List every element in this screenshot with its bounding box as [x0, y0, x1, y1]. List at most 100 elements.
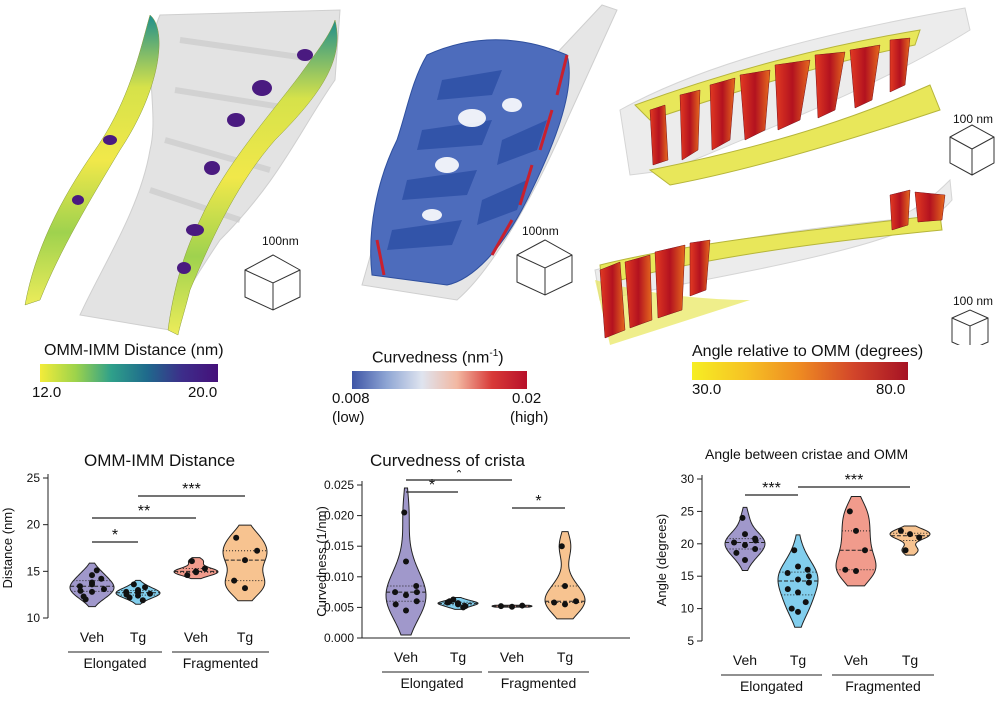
- data-point: [413, 598, 420, 605]
- colorbar-curvedness-label: Curvedness (nm-1): [372, 348, 504, 367]
- y-axis-label: Angle (degrees): [654, 514, 669, 607]
- chart-distance: 10 15 20 25 Distance (nm) Veh Tg Veh Tg Elongated…: [0, 471, 269, 671]
- data-point: [76, 583, 83, 590]
- data-point: [146, 590, 153, 597]
- y-tick-label: 25: [681, 504, 695, 518]
- data-point: [784, 586, 791, 593]
- colorbar-distance: [40, 364, 218, 382]
- cristae-upper: [649, 37, 911, 166]
- data-point: [89, 581, 95, 588]
- y-axis-label: Distance (nm): [0, 508, 15, 589]
- colorbar-distance-label: OMM-IMM Distance (nm): [44, 342, 224, 359]
- data-point: [130, 581, 137, 588]
- colorbar-distance-min: 12.0: [32, 384, 62, 401]
- x-tick-label: Tg: [237, 629, 253, 645]
- chart-3-title: Angle between cristae and OMM: [705, 446, 909, 462]
- data-point: [392, 601, 399, 608]
- y-tick-label: 0.010: [324, 570, 354, 584]
- data-point: [242, 557, 248, 564]
- data-point: [742, 542, 748, 549]
- y-tick-label: 5: [687, 634, 694, 648]
- y-tick-label: 0.005: [324, 600, 354, 614]
- data-point: [89, 588, 95, 595]
- y-tick-label: 0.025: [324, 478, 354, 492]
- data-point: [201, 565, 208, 572]
- data-point: [403, 592, 409, 599]
- colorbar-curvedness-max: 0.02: [512, 390, 542, 407]
- data-point: [188, 558, 195, 565]
- y-tick-label: 0.000: [324, 631, 354, 645]
- group-label: Fragmented: [501, 675, 576, 691]
- significance-label: *: [112, 527, 118, 544]
- data-point: [805, 579, 812, 586]
- data-point: [739, 514, 746, 521]
- data-point: [413, 589, 420, 596]
- data-point: [558, 543, 565, 550]
- data-point: [392, 589, 399, 596]
- data-point: [784, 569, 791, 576]
- data-point: [242, 585, 248, 592]
- x-tick-label: Veh: [500, 649, 524, 665]
- x-tick-label: Veh: [394, 649, 418, 665]
- violin-3: [835, 495, 877, 587]
- data-point: [142, 584, 149, 591]
- colorbar-curvedness-label-sup: -1: [489, 348, 499, 359]
- data-point: [460, 604, 467, 611]
- data-point: [842, 566, 849, 573]
- data-point: [861, 547, 868, 554]
- group-label: Fragmented: [845, 678, 920, 694]
- chart-angle: 5 10 15 20 25 30 Angle (degrees) Veh Tg Veh Tg Elon…: [654, 472, 934, 694]
- data-point: [82, 596, 89, 603]
- colorbar-curvedness-label-end: ): [498, 349, 504, 367]
- data-point: [853, 527, 859, 534]
- y-tick-label: 15: [681, 569, 695, 583]
- x-tick-label: Veh: [80, 629, 104, 645]
- y-tick-label: 15: [27, 564, 41, 578]
- colorbar-angle-max: 80.0: [876, 381, 906, 398]
- data-point: [562, 582, 568, 589]
- y-tick-label: 20: [27, 518, 41, 532]
- x-tick-label: Tg: [902, 652, 918, 668]
- significance-label: ***: [762, 480, 781, 497]
- colorbar-curvedness-max-note: (high): [510, 409, 549, 426]
- x-tick-label: Tg: [450, 649, 466, 665]
- y-tick-label: 10: [681, 602, 695, 616]
- data-point: [731, 539, 738, 546]
- colorbar-curvedness-min-note: (low): [332, 409, 365, 426]
- scale-label-c2: 100 nm: [953, 294, 994, 308]
- data-point: [93, 567, 100, 574]
- x-tick-label: Veh: [844, 652, 868, 668]
- data-point: [233, 534, 240, 541]
- x-tick-label: Tg: [130, 629, 146, 645]
- render-panel-distance: [24, 9, 341, 336]
- data-point: [77, 587, 84, 594]
- data-point: [795, 589, 801, 596]
- cristae-lower: [599, 189, 946, 339]
- x-tick-label: Veh: [184, 629, 208, 645]
- x-tick-label: Veh: [733, 652, 757, 668]
- data-point: [498, 603, 504, 610]
- significance-label: **: [138, 503, 150, 520]
- data-point: [519, 602, 526, 609]
- data-point: [804, 566, 811, 573]
- significance-label: ***: [182, 481, 201, 498]
- chart-curvedness: 0.000 0.005 0.010 0.015 0.020 0.025 Curvedness…: [314, 470, 630, 691]
- colorbar-curvedness-min: 0.008: [332, 390, 370, 407]
- significance-label: *: [456, 470, 462, 482]
- x-tick-label: Tg: [790, 652, 806, 668]
- data-point: [123, 591, 130, 598]
- group-label: Elongated: [400, 675, 463, 691]
- y-tick-label: 25: [27, 471, 41, 485]
- colorbar-curvedness: [352, 371, 527, 389]
- data-point: [509, 603, 515, 610]
- y-tick-label: 10: [27, 611, 41, 625]
- data-point: [401, 509, 408, 516]
- colorbar-angle-label: Angle relative to OMM (degrees): [692, 343, 924, 360]
- y-tick-label: 0.020: [324, 509, 354, 523]
- y-tick-label: 30: [681, 472, 695, 486]
- data-point: [907, 531, 913, 538]
- data-point: [184, 572, 191, 579]
- significance-label: *: [535, 493, 541, 510]
- significance-label: ***: [845, 472, 864, 489]
- chart-2-title: Curvedness of crista: [370, 451, 525, 470]
